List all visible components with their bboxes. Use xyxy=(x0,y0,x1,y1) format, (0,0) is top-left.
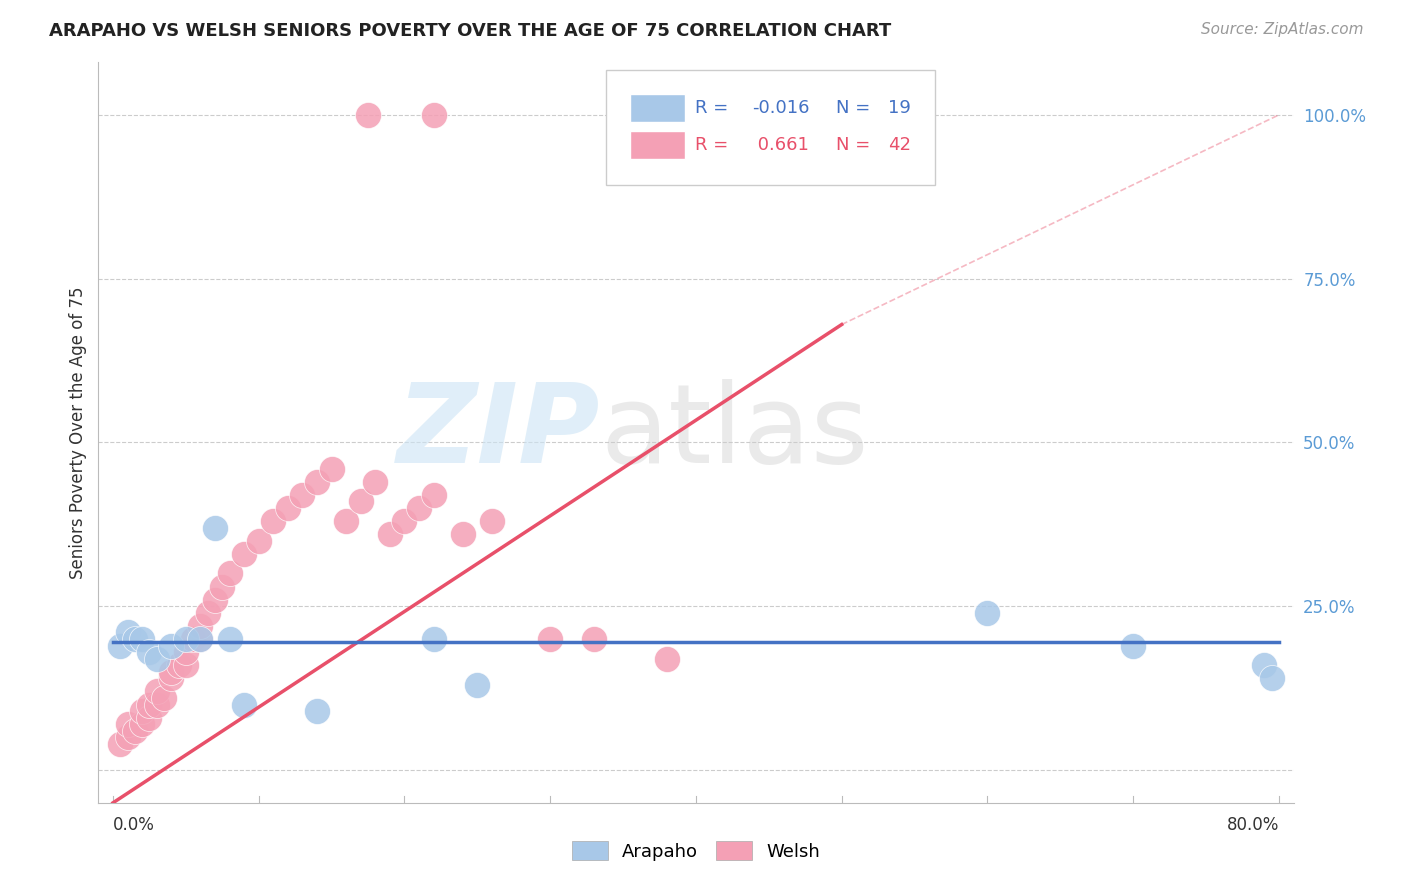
Y-axis label: Seniors Poverty Over the Age of 75: Seniors Poverty Over the Age of 75 xyxy=(69,286,87,579)
Point xyxy=(160,665,183,679)
Point xyxy=(174,658,197,673)
Point xyxy=(467,678,489,692)
Point xyxy=(124,632,146,646)
Text: atlas: atlas xyxy=(600,379,869,486)
Point xyxy=(422,632,444,646)
Point xyxy=(247,533,270,548)
Point xyxy=(394,514,416,528)
Point xyxy=(124,723,146,738)
Point xyxy=(131,717,153,731)
Point xyxy=(181,632,204,646)
Point xyxy=(422,488,444,502)
Text: -0.016: -0.016 xyxy=(752,99,810,118)
Point xyxy=(117,717,139,731)
Point xyxy=(422,108,444,122)
Point xyxy=(138,711,160,725)
Text: ARAPAHO VS WELSH SENIORS POVERTY OVER THE AGE OF 75 CORRELATION CHART: ARAPAHO VS WELSH SENIORS POVERTY OVER TH… xyxy=(49,22,891,40)
Point xyxy=(190,619,212,633)
Text: 0.0%: 0.0% xyxy=(112,816,155,834)
Text: N =: N = xyxy=(835,99,876,118)
Point xyxy=(451,527,474,541)
Point xyxy=(321,461,343,475)
Point xyxy=(233,698,256,712)
Point xyxy=(167,658,190,673)
Point xyxy=(145,698,167,712)
Point xyxy=(364,475,387,489)
Text: 0.661: 0.661 xyxy=(752,136,808,154)
Point xyxy=(582,632,605,646)
Point xyxy=(976,606,998,620)
Point xyxy=(211,580,233,594)
Text: 19: 19 xyxy=(889,99,911,118)
Point xyxy=(190,632,212,646)
Point xyxy=(1260,671,1282,685)
Point xyxy=(174,645,197,659)
Text: N =: N = xyxy=(835,136,876,154)
Legend: Arapaho, Welsh: Arapaho, Welsh xyxy=(564,834,828,868)
Point xyxy=(153,690,176,705)
Point xyxy=(378,527,401,541)
Point xyxy=(110,737,132,751)
Point xyxy=(1122,639,1144,653)
Text: ZIP: ZIP xyxy=(396,379,600,486)
Point xyxy=(218,566,240,581)
Point xyxy=(262,514,284,528)
Point xyxy=(138,645,160,659)
Point xyxy=(204,592,226,607)
Point xyxy=(538,632,561,646)
Point xyxy=(408,500,430,515)
Point xyxy=(110,639,132,653)
Point xyxy=(160,639,183,653)
Point xyxy=(277,500,299,515)
Point xyxy=(481,514,503,528)
Point xyxy=(131,704,153,718)
Point xyxy=(190,632,212,646)
Point xyxy=(145,684,167,698)
Point xyxy=(117,625,139,640)
Point xyxy=(145,651,167,665)
FancyBboxPatch shape xyxy=(606,70,935,185)
Point xyxy=(204,521,226,535)
Point xyxy=(138,698,160,712)
Text: 42: 42 xyxy=(889,136,911,154)
Text: R =: R = xyxy=(695,136,734,154)
Text: R =: R = xyxy=(695,99,734,118)
Point xyxy=(218,632,240,646)
FancyBboxPatch shape xyxy=(630,95,685,121)
Point xyxy=(160,671,183,685)
Point xyxy=(131,632,153,646)
Text: 80.0%: 80.0% xyxy=(1226,816,1279,834)
Point xyxy=(357,108,380,122)
Point xyxy=(117,731,139,745)
Text: Source: ZipAtlas.com: Source: ZipAtlas.com xyxy=(1201,22,1364,37)
Point xyxy=(174,632,197,646)
Point xyxy=(655,651,678,665)
Point xyxy=(305,475,328,489)
Point xyxy=(350,494,373,508)
Point xyxy=(1253,658,1275,673)
Point xyxy=(197,606,219,620)
FancyBboxPatch shape xyxy=(630,131,685,159)
Point xyxy=(335,514,357,528)
Point xyxy=(233,547,256,561)
Point xyxy=(305,704,328,718)
Point xyxy=(291,488,314,502)
